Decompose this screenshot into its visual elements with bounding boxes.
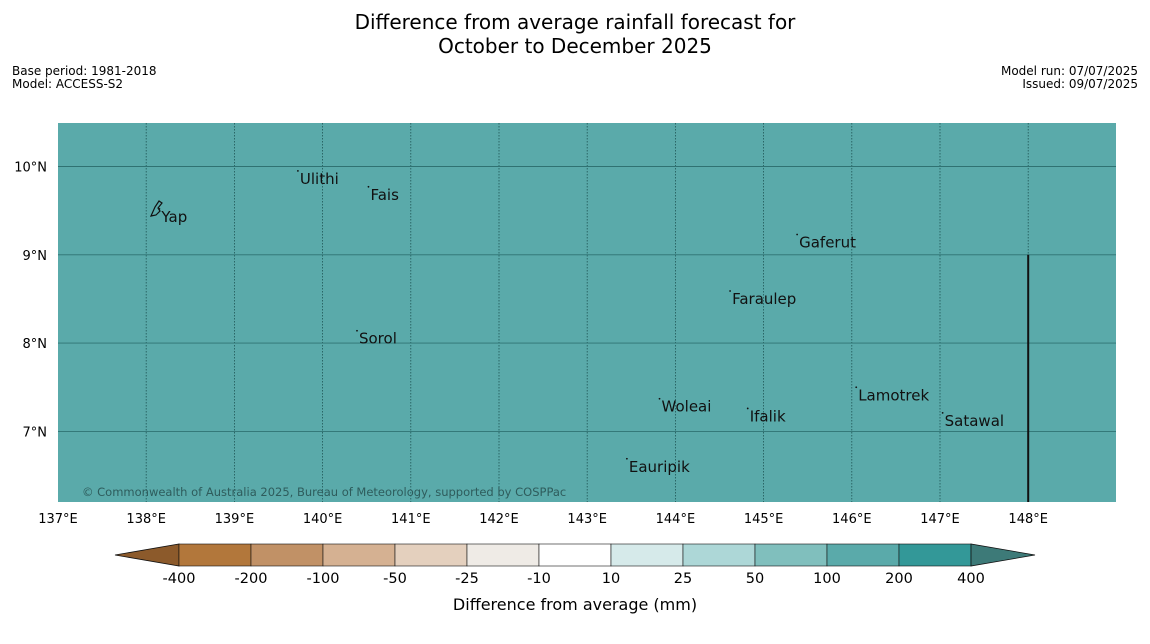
model-run: Model run: 07/07/2025 <box>1000 64 1138 78</box>
longitude-tick-label: 148°E <box>1008 512 1048 527</box>
colorbar-tick-label: -200 <box>235 571 268 587</box>
longitude-tick-labels: 137°E 138°E 139°E 140°E 141°E 142°E 143°E 144°E… <box>38 512 1048 527</box>
place-label-faraulep: Faraulep <box>732 290 796 308</box>
place-label-gaferut: Gaferut <box>799 233 856 251</box>
colorbar-low-arrow <box>114 543 180 567</box>
map-panel: Yap Ulithi Fais Gaferut Faraulep Sorol Lamotre… <box>58 123 1116 502</box>
colorbar-tick-label: -400 <box>163 571 196 587</box>
colorbar-bin <box>826 543 900 567</box>
colorbar-tick-label: 200 <box>885 571 913 587</box>
meta-right: Model run: 07/07/2025 Issued: 09/07/2025 <box>1001 65 1138 91</box>
place-label-eauripik: Eauripik <box>629 458 690 476</box>
place-label-ifalik: Ifalik <box>750 407 786 425</box>
model-name: Model: ACCESS-S2 <box>12 77 124 91</box>
place-marker-eauripik <box>625 457 628 460</box>
colorbar-label: Difference from average (mm) <box>453 595 697 614</box>
latitude-tick-labels: 10°N 9°N 8°N 7°N <box>14 161 47 441</box>
latitude-gridlines <box>58 166 1116 432</box>
colorbar-tick-label: 100 <box>813 571 841 587</box>
latitude-tick-label: 8°N <box>23 337 48 352</box>
chart-title: Difference from average rainfall forecas… <box>0 10 1150 58</box>
colorbar-tick-label: -25 <box>455 571 479 587</box>
colorbar-bin <box>610 543 684 567</box>
longitude-tick-label: 140°E <box>303 512 343 527</box>
copyright-text: © Commonwealth of Australia 2025, Bureau… <box>82 485 566 499</box>
place-label-lamotrek: Lamotrek <box>858 386 929 404</box>
place-marker-ulithi <box>297 170 299 172</box>
place-marker-faraulep <box>729 290 731 292</box>
latitude-tick-label: 9°N <box>23 249 48 264</box>
colorbar-bin <box>322 543 396 567</box>
colorbar-bin <box>754 543 828 567</box>
colorbar-tick-label: 10 <box>602 571 620 587</box>
colorbar-bins <box>178 543 972 567</box>
colorbar-tick-label: -50 <box>383 571 407 587</box>
place-marker-sorol <box>356 329 358 332</box>
longitude-tick-label: 142°E <box>479 512 519 527</box>
colorbar-high-arrow <box>970 543 1036 567</box>
yap-island-shape <box>149 200 163 217</box>
place-label-yap: Yap <box>160 208 187 226</box>
place-marker-satawal <box>941 411 944 414</box>
place-marker-lamotrek <box>855 386 858 389</box>
colorbar-tick-label: 25 <box>674 571 692 587</box>
place-label-sorol: Sorol <box>359 330 397 348</box>
longitude-tick-label: 145°E <box>744 512 784 527</box>
colorbar-bin <box>466 543 540 567</box>
issued-date: Issued: 09/07/2025 <box>1022 77 1138 91</box>
title-line-1: Difference from average rainfall forecas… <box>354 10 796 34</box>
place-marker-ifalik <box>746 407 749 410</box>
latitude-tick-label: 7°N <box>23 425 48 440</box>
longitude-tick-label: 137°E <box>38 512 78 527</box>
longitude-tick-label: 144°E <box>656 512 696 527</box>
longitude-tick-label: 138°E <box>126 512 166 527</box>
longitude-tick-label: 141°E <box>391 512 431 527</box>
colorbar-bin <box>250 543 324 567</box>
colorbar-bin <box>898 543 972 567</box>
title-line-2: October to December 2025 <box>438 34 712 58</box>
place-marker-gaferut <box>796 233 799 236</box>
place-label-ulithi: Ulithi <box>300 170 339 188</box>
longitude-tick-label: 147°E <box>920 512 960 527</box>
colorbar-tick-label: -100 <box>307 571 340 587</box>
colorbar-tick-label: -10 <box>527 571 551 587</box>
longitude-tick-label: 139°E <box>215 512 255 527</box>
latitude-tick-label: 10°N <box>14 161 47 176</box>
colorbar-bin <box>682 543 756 567</box>
colorbar-tick-label: 50 <box>746 571 764 587</box>
colorbar-tick-label: 400 <box>957 571 985 587</box>
place-label-woleai: Woleai <box>662 398 712 416</box>
longitude-tick-label: 146°E <box>832 512 872 527</box>
place-marker-fais <box>367 185 370 188</box>
place-label-fais: Fais <box>370 186 399 204</box>
colorbar-tick-labels: -400 -200 -100 -50 -25 -10 10 25 50 100 200 400 <box>163 571 985 587</box>
place-labels: Yap Ulithi Fais Gaferut Faraulep Sorol Lamotre… <box>158 170 1004 476</box>
place-label-satawal: Satawal <box>945 412 1004 430</box>
place-marker-woleai <box>658 397 661 400</box>
colorbar-legend: -400 -200 -100 -50 -25 -10 10 25 50 100 200 400 Dif… <box>114 543 1036 614</box>
colorbar-bin <box>394 543 468 567</box>
colorbar-bin <box>178 543 252 567</box>
colorbar-bin <box>538 543 612 567</box>
meta-left: Base period: 1981-2018 Model: ACCESS-S2 <box>12 65 157 91</box>
base-period: Base period: 1981-2018 <box>12 64 157 78</box>
longitude-tick-label: 143°E <box>567 512 607 527</box>
